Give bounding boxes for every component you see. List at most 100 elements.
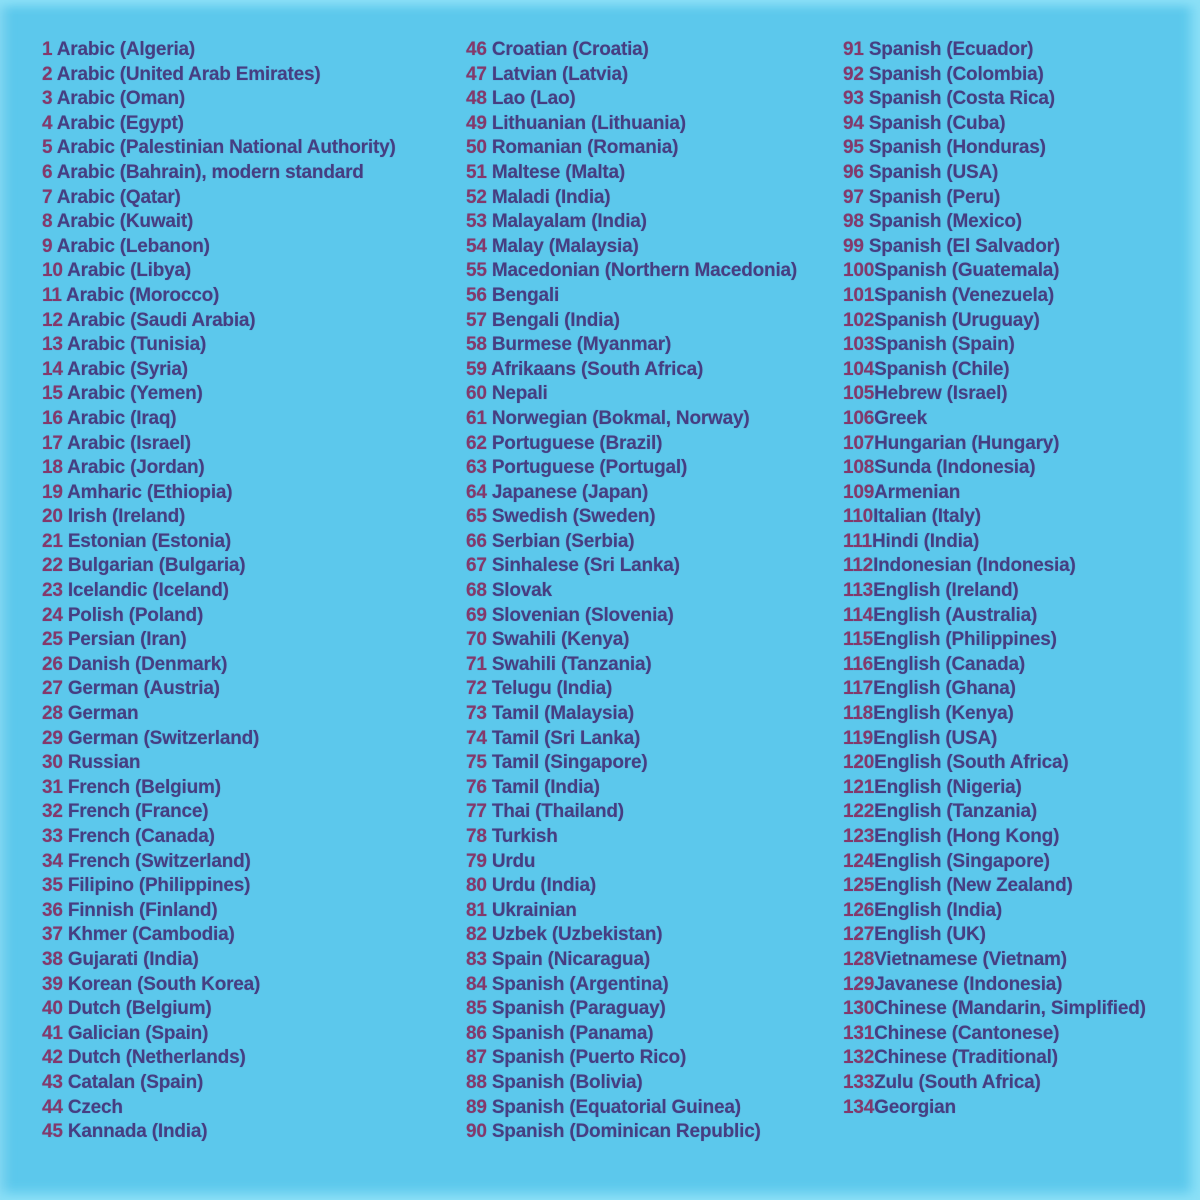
item-number: 127 bbox=[843, 924, 875, 946]
item-language: Maladi (India) bbox=[486, 186, 611, 208]
item-language: Amharic (Ethiopia) bbox=[62, 481, 233, 503]
list-item: 44 Czech bbox=[42, 1096, 396, 1121]
item-language: Arabic (Kuwait) bbox=[52, 211, 194, 233]
item-language: Arabic (Morocco) bbox=[61, 284, 220, 306]
item-language: French (Switzerland) bbox=[62, 850, 251, 872]
item-language: Bulgarian (Bulgaria) bbox=[62, 555, 246, 577]
list-item: 21 Estonian (Estonia) bbox=[42, 530, 396, 555]
item-number: 43 bbox=[42, 1071, 63, 1093]
item-number: 10 bbox=[42, 260, 63, 282]
item-language: Greek bbox=[874, 407, 927, 429]
item-number: 42 bbox=[42, 1047, 63, 1069]
item-number: 51 bbox=[466, 161, 487, 183]
list-item: 119English (USA) bbox=[843, 727, 1146, 752]
item-number: 11 bbox=[42, 284, 62, 306]
item-number: 15 bbox=[42, 383, 63, 405]
list-item: 47 Latvian (Latvia) bbox=[466, 63, 797, 88]
item-language: Serbian (Serbia) bbox=[486, 530, 635, 552]
item-language: Hebrew (Israel) bbox=[874, 383, 1008, 405]
list-item: 51 Maltese (Malta) bbox=[466, 161, 797, 186]
item-language: Tamil (Singapore) bbox=[486, 752, 648, 774]
item-language: Spanish (Honduras) bbox=[863, 137, 1046, 159]
item-language: Maltese (Malta) bbox=[486, 161, 626, 183]
list-item: 63 Portuguese (Portugal) bbox=[466, 456, 797, 481]
item-number: 36 bbox=[42, 899, 63, 921]
list-item: 131Chinese (Cantonese) bbox=[843, 1022, 1146, 1047]
item-language: Telugu (India) bbox=[486, 678, 613, 700]
list-item: 28 German bbox=[42, 702, 396, 727]
list-item: 73 Tamil (Malaysia) bbox=[466, 702, 797, 727]
item-language: Armenian bbox=[874, 481, 961, 503]
item-number: 95 bbox=[843, 137, 864, 159]
item-language: Swahili (Tanzania) bbox=[486, 653, 652, 675]
item-number: 3 bbox=[42, 88, 53, 110]
item-number: 37 bbox=[42, 924, 63, 946]
list-item: 85 Spanish (Paraguay) bbox=[466, 997, 797, 1022]
item-language: Czech bbox=[62, 1096, 123, 1118]
list-item: 8 Arabic (Kuwait) bbox=[42, 210, 396, 235]
item-number: 100 bbox=[843, 260, 875, 282]
item-language: Galician (Spain) bbox=[62, 1022, 209, 1044]
item-number: 73 bbox=[466, 703, 487, 725]
item-language: Arabic (Lebanon) bbox=[52, 235, 210, 257]
item-language: Arabic (United Arab Emirates) bbox=[52, 63, 321, 85]
item-language: Chinese (Mandarin, Simplified) bbox=[874, 998, 1146, 1020]
item-number: 81 bbox=[466, 899, 487, 921]
list-item: 68 Slovak bbox=[466, 579, 797, 604]
list-item: 118English (Kenya) bbox=[843, 702, 1146, 727]
list-item: 132Chinese (Traditional) bbox=[843, 1046, 1146, 1071]
item-number: 6 bbox=[42, 161, 53, 183]
item-language: Spanish (Equatorial Guinea) bbox=[486, 1096, 741, 1118]
item-language: French (France) bbox=[62, 801, 209, 823]
item-language: Estonian (Estonia) bbox=[62, 530, 232, 552]
list-item: 104Spanish (Chile) bbox=[843, 358, 1146, 383]
item-language: Arabic (Algeria) bbox=[52, 39, 196, 60]
item-number: 130 bbox=[843, 998, 875, 1020]
item-number: 132 bbox=[843, 1047, 875, 1069]
item-number: 18 bbox=[42, 457, 63, 479]
list-item: 29 German (Switzerland) bbox=[42, 727, 396, 752]
item-language: Danish (Denmark) bbox=[62, 653, 228, 675]
item-language: Spanish (Costa Rica) bbox=[863, 88, 1055, 110]
language-column: 46 Croatian (Croatia) 47 Latvian (Latvia)… bbox=[466, 38, 797, 1145]
item-language: Spanish (Puerto Rico) bbox=[486, 1047, 687, 1069]
list-item: 133Zulu (South Africa) bbox=[843, 1071, 1146, 1096]
item-language: Spanish (El Salvador) bbox=[863, 235, 1060, 257]
list-item: 2 Arabic (United Arab Emirates) bbox=[42, 63, 396, 88]
item-language: Spanish (Venezuela) bbox=[874, 284, 1055, 306]
list-item: 79 Urdu bbox=[466, 850, 797, 875]
list-item: 32 French (France) bbox=[42, 800, 396, 825]
item-number: 31 bbox=[42, 776, 63, 798]
list-item: 19 Amharic (Ethiopia) bbox=[42, 481, 396, 506]
list-item: 5 Arabic (Palestinian National Authority… bbox=[42, 136, 396, 161]
item-number: 38 bbox=[42, 948, 63, 970]
item-number: 106 bbox=[843, 407, 875, 429]
list-item: 22 Bulgarian (Bulgaria) bbox=[42, 554, 396, 579]
list-item: 123English (Hong Kong) bbox=[843, 825, 1146, 850]
item-number: 34 bbox=[42, 850, 63, 872]
item-number: 83 bbox=[466, 948, 487, 970]
item-number: 125 bbox=[843, 875, 875, 897]
item-number: 26 bbox=[42, 653, 63, 675]
item-language: English (India) bbox=[874, 899, 1002, 921]
item-language: Uzbek (Uzbekistan) bbox=[486, 924, 663, 946]
item-number: 80 bbox=[466, 875, 487, 897]
list-item: 25 Persian (Iran) bbox=[42, 628, 396, 653]
item-number: 121 bbox=[843, 776, 875, 798]
item-language: English (New Zealand) bbox=[874, 875, 1073, 897]
item-number: 39 bbox=[42, 973, 63, 995]
item-number: 110 bbox=[843, 506, 874, 528]
list-item: 91 Spanish (Ecuador) bbox=[843, 38, 1146, 63]
item-language: Arabic (Iraq) bbox=[62, 407, 177, 429]
list-item: 114English (Australia) bbox=[843, 604, 1146, 629]
item-language: Arabic (Syria) bbox=[62, 358, 188, 380]
list-item: 82 Uzbek (Uzbekistan) bbox=[466, 923, 797, 948]
list-item: 100Spanish (Guatemala) bbox=[843, 259, 1146, 284]
item-language: English (USA) bbox=[873, 727, 998, 749]
item-number: 103 bbox=[843, 334, 875, 356]
item-language: Arabic (Qatar) bbox=[52, 186, 181, 208]
item-number: 108 bbox=[843, 457, 875, 479]
list-item: 48 Lao (Lao) bbox=[466, 87, 797, 112]
list-item: 108Sunda (Indonesia) bbox=[843, 456, 1146, 481]
